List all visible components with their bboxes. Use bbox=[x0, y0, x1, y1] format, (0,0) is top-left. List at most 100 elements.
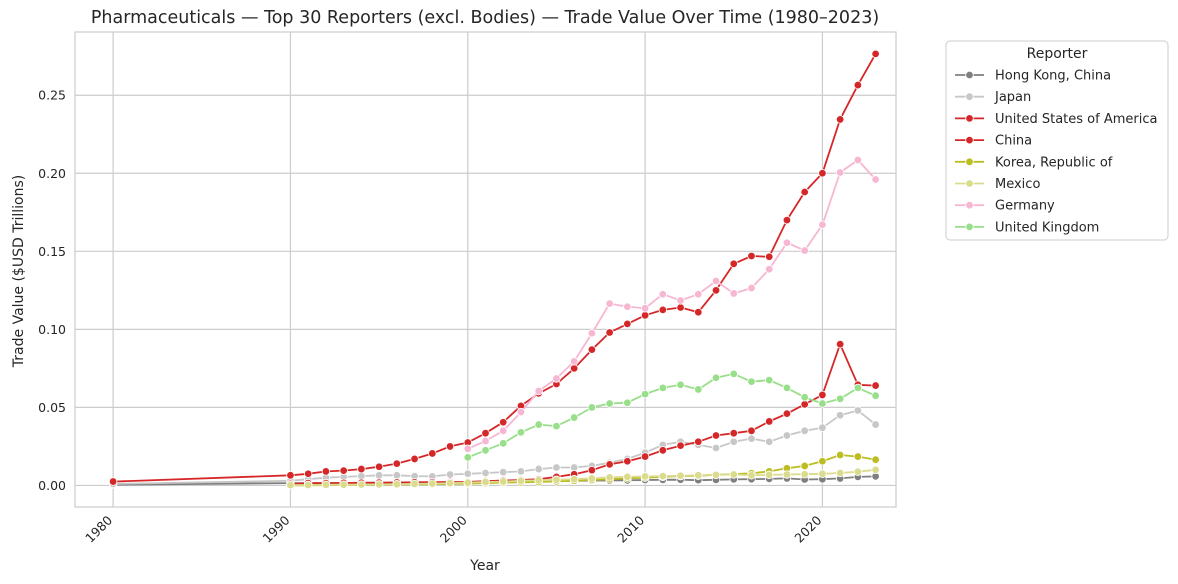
data-point bbox=[587, 474, 597, 483]
data-point bbox=[481, 468, 490, 478]
data-point bbox=[765, 375, 774, 385]
data-point bbox=[569, 357, 579, 366]
data-point bbox=[481, 428, 490, 438]
data-point bbox=[853, 467, 863, 476]
y-tick-label: 0.05 bbox=[38, 400, 66, 415]
data-point bbox=[765, 265, 774, 274]
series-line bbox=[290, 343, 876, 485]
data-point bbox=[818, 469, 827, 478]
x-tick-label: 2000 bbox=[437, 512, 470, 545]
data-point bbox=[428, 449, 437, 458]
data-point bbox=[481, 436, 490, 446]
data-point bbox=[818, 399, 827, 408]
legend-label: Hong Kong, China bbox=[995, 69, 1111, 84]
data-point bbox=[694, 385, 703, 394]
data-point bbox=[871, 391, 880, 400]
data-point bbox=[534, 464, 543, 474]
x-axis-label: Year bbox=[469, 558, 500, 574]
data-point bbox=[835, 450, 845, 460]
data-point bbox=[853, 80, 863, 90]
data-point bbox=[445, 478, 455, 488]
series-united-states-of-america bbox=[108, 49, 880, 486]
data-point bbox=[623, 472, 632, 482]
data-point bbox=[569, 364, 579, 373]
data-point bbox=[747, 434, 756, 443]
data-point bbox=[782, 238, 792, 247]
y-tick-label: 0.25 bbox=[38, 88, 66, 103]
data-point bbox=[729, 289, 738, 298]
data-point bbox=[303, 469, 313, 478]
data-point bbox=[871, 465, 880, 475]
series-united-kingdom bbox=[463, 369, 880, 462]
data-point bbox=[499, 467, 508, 477]
data-point bbox=[499, 418, 508, 427]
data-point bbox=[835, 468, 845, 478]
y-axis-label: Trade Value ($USD Trillions) bbox=[11, 175, 27, 368]
legend-marker bbox=[965, 70, 974, 80]
data-point bbox=[711, 443, 721, 453]
data-point bbox=[534, 420, 543, 429]
data-point bbox=[818, 390, 827, 400]
data-point bbox=[587, 329, 597, 338]
data-point bbox=[818, 169, 827, 178]
legend-marker bbox=[965, 114, 974, 123]
data-point bbox=[853, 452, 863, 461]
data-point bbox=[658, 305, 668, 315]
data-point bbox=[552, 475, 561, 485]
data-point bbox=[658, 383, 668, 393]
data-point bbox=[445, 470, 455, 479]
data-point bbox=[321, 480, 331, 490]
legend-marker bbox=[965, 222, 974, 232]
data-point bbox=[800, 187, 809, 197]
y-tick-label: 0.20 bbox=[38, 166, 66, 181]
data-point bbox=[658, 471, 668, 481]
data-point bbox=[765, 470, 774, 480]
data-point bbox=[729, 369, 738, 379]
data-point bbox=[463, 469, 472, 478]
data-point bbox=[569, 475, 579, 484]
data-point bbox=[818, 220, 827, 229]
legend-label: United States of America bbox=[995, 112, 1157, 127]
legend-label: United Kingdom bbox=[995, 220, 1099, 235]
data-point bbox=[552, 421, 561, 431]
data-point bbox=[339, 466, 348, 475]
data-point bbox=[711, 373, 721, 382]
legend-label: Korea, Republic of bbox=[995, 155, 1113, 170]
data-point bbox=[640, 472, 650, 481]
data-point bbox=[835, 115, 845, 124]
data-point bbox=[499, 426, 508, 436]
data-point bbox=[357, 464, 366, 474]
data-point bbox=[818, 457, 827, 466]
data-point bbox=[818, 423, 827, 432]
data-point bbox=[552, 374, 561, 383]
data-point bbox=[853, 406, 863, 415]
x-tick-label: 1990 bbox=[259, 512, 292, 545]
data-point bbox=[782, 431, 792, 440]
data-point bbox=[587, 345, 597, 354]
x-tick-label: 2020 bbox=[791, 512, 824, 545]
data-point bbox=[676, 303, 685, 312]
data-point bbox=[694, 307, 703, 317]
data-point bbox=[392, 471, 402, 480]
data-point bbox=[853, 383, 863, 393]
data-point bbox=[658, 290, 668, 299]
data-point bbox=[711, 286, 721, 295]
data-point bbox=[481, 446, 490, 455]
data-point bbox=[729, 259, 738, 269]
data-point bbox=[108, 477, 118, 486]
data-point bbox=[729, 470, 738, 479]
data-point bbox=[711, 470, 721, 480]
legend-title: Reporter bbox=[1027, 46, 1088, 62]
data-point bbox=[676, 380, 685, 389]
data-point bbox=[800, 461, 809, 471]
data-point bbox=[765, 252, 774, 261]
y-tick-label: 0.00 bbox=[38, 478, 66, 493]
data-point bbox=[463, 453, 472, 462]
plot-area: 0.00 0.05 0.10 0.15 0.20 0.25 1980 1990 2000 2010… bbox=[38, 31, 897, 546]
data-point bbox=[569, 413, 579, 422]
data-point bbox=[605, 328, 614, 337]
legend: Reporter Hong Kong, China Japan United Stat… bbox=[945, 40, 1169, 241]
data-point bbox=[747, 377, 756, 386]
legend-marker bbox=[965, 179, 974, 188]
